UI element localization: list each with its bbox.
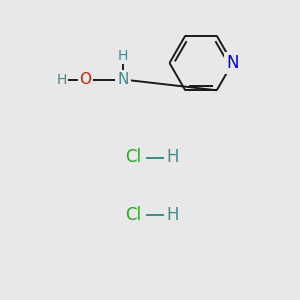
Text: Cl: Cl <box>125 206 142 224</box>
Text: Cl: Cl <box>125 148 142 166</box>
Text: N: N <box>226 54 239 72</box>
Text: N: N <box>117 72 129 87</box>
Text: H: H <box>166 206 179 224</box>
Text: H: H <box>166 148 179 166</box>
Text: H: H <box>56 73 67 86</box>
Text: O: O <box>80 72 92 87</box>
Text: H: H <box>118 49 128 62</box>
